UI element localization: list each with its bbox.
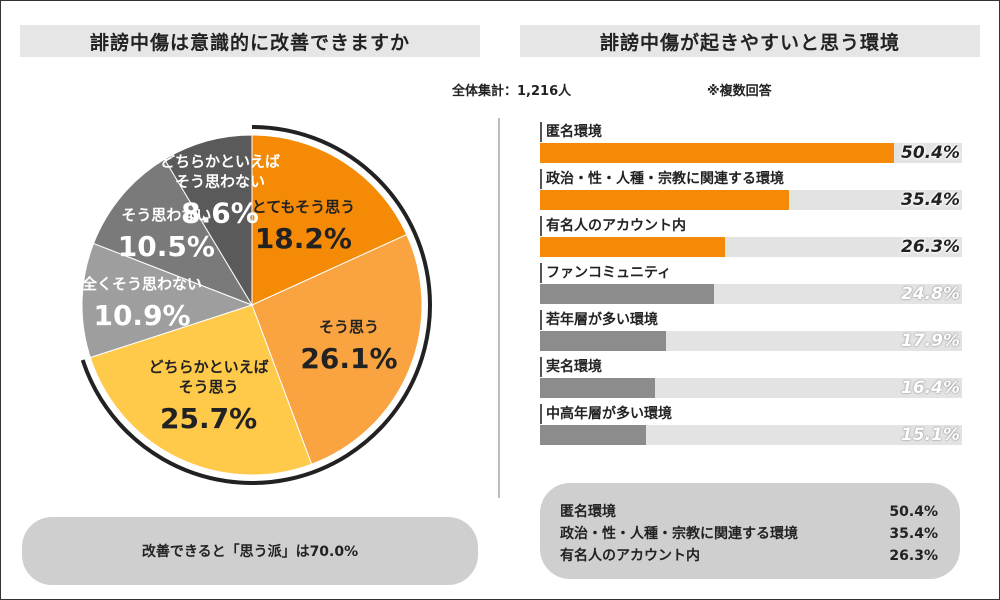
multiple-answer-note: ※複数回答 <box>707 84 772 99</box>
pie-category-label: そう思わない <box>121 206 211 224</box>
summary-label: 政治・性・人種・宗教に関連する環境 <box>560 526 798 542</box>
bar-value-label: 50.4% <box>901 143 960 163</box>
bar-track <box>540 378 962 398</box>
bar-value-label: 16.4% <box>901 378 960 398</box>
right-summary: 匿名環境 50.4% 政治・性・人種・宗教に関連する環境 35.4% 有名人のア… <box>540 483 960 579</box>
bar-value-label: 24.8% <box>901 284 960 304</box>
pie-value-label: 10.9% <box>93 299 190 332</box>
bar-category-label: 中高年層が多い環境 <box>540 404 672 424</box>
bar-value-label: 26.3% <box>901 237 960 257</box>
bar-fill <box>540 143 895 163</box>
pie-slice <box>251 233 423 465</box>
left-summary: 改善できると「思う派」は70.0% <box>22 517 478 585</box>
pie-value-label: 26.1% <box>300 342 397 375</box>
summary-label: 有名人のアカウント内 <box>560 548 700 564</box>
bar-value-label: 17.9% <box>901 331 960 351</box>
pie-value-label: 25.7% <box>160 402 257 435</box>
right-chart-title: 誹謗中傷が起きやすいと思う環境 <box>520 25 980 57</box>
bar-value-label: 35.4% <box>901 190 960 210</box>
pie-chart: とてもそう思う18.2%そう思う26.1%どちらかといえばそう思う25.7%全く… <box>80 125 432 485</box>
bar-track <box>540 237 962 257</box>
bar-category-label: 匿名環境 <box>540 122 602 142</box>
bar-track <box>540 143 962 163</box>
pie-category-label: 全くそう思わない <box>81 275 202 293</box>
bar-track <box>540 331 962 351</box>
bar-row: 実名環境 16.4% <box>540 357 962 402</box>
summary-row: 政治・性・人種・宗教に関連する環境 35.4% <box>560 523 938 545</box>
pie-value-label: 10.5% <box>118 230 215 263</box>
bar-category-label: 若年層が多い環境 <box>540 310 658 330</box>
pie-category-label: どちらかといえば <box>149 358 269 376</box>
bar-fill <box>540 284 715 304</box>
summary-label: 匿名環境 <box>560 504 616 520</box>
pie-category-label: とてもそう思う <box>252 198 356 216</box>
summary-value: 50.4% <box>889 504 938 520</box>
bar-row: ファンコミュニティ 24.8% <box>540 263 962 308</box>
pie-slice <box>89 304 313 476</box>
bar-value-label: 15.1% <box>901 425 960 445</box>
summary-row: 有名人のアカウント内 26.3% <box>560 545 938 567</box>
pie-slice <box>163 134 253 307</box>
bar-category-label: 政治・性・人種・宗教に関連する環境 <box>540 169 784 189</box>
pie-slice <box>92 158 254 306</box>
pie-value-label: 8.6% <box>181 196 259 229</box>
bar-category-label: 有名人のアカウント内 <box>540 216 686 236</box>
pie-slice <box>81 242 254 359</box>
bar-row: 匿名環境 50.4% <box>540 122 962 167</box>
bar-track <box>540 284 962 304</box>
bar-fill <box>540 425 647 445</box>
summary-value: 35.4% <box>889 526 938 542</box>
pie-category-label: そう思う <box>179 378 239 396</box>
summary-row: 匿名環境 50.4% <box>560 501 938 523</box>
bar-category-label: 実名環境 <box>540 357 602 377</box>
pie-value-label: 18.2% <box>255 222 352 255</box>
bar-track <box>540 425 962 445</box>
pie-category-label: そう思う <box>319 318 379 336</box>
summary-value: 26.3% <box>889 548 938 564</box>
bar-row: 若年層が多い環境 17.9% <box>540 310 962 355</box>
bar-row: 有名人のアカウント内 26.3% <box>540 216 962 261</box>
agree-accent-arc <box>80 125 432 485</box>
bar-category-label: ファンコミュニティ <box>540 263 671 283</box>
pie-category-label: どちらかといえば <box>160 152 280 170</box>
bar-row: 中高年層が多い環境 15.1% <box>540 404 962 449</box>
bar-fill <box>540 237 725 257</box>
bar-track <box>540 190 962 210</box>
left-chart-title: 誹謗中傷は意識的に改善できますか <box>20 25 480 57</box>
pie-category-label: そう思わない <box>175 172 265 190</box>
bar-fill <box>540 190 789 210</box>
bar-fill <box>540 331 666 351</box>
total-respondents: 全体集計：1,216人 <box>452 84 572 99</box>
divider <box>498 118 500 498</box>
bar-fill <box>540 378 656 398</box>
bar-row: 政治・性・人種・宗教に関連する環境 35.4% <box>540 169 962 214</box>
pie-slice <box>251 134 408 306</box>
